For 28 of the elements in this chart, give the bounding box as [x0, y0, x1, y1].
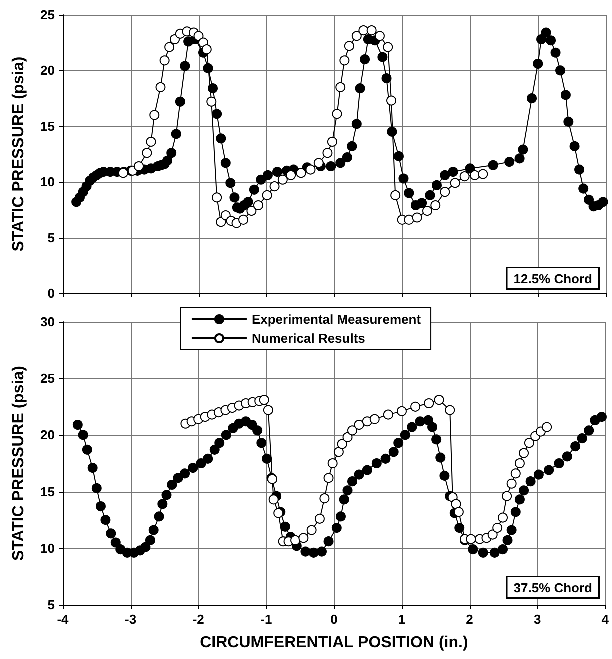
y-tick-label: 25 [40, 371, 55, 386]
annotation: 12.5% Chord [514, 272, 593, 286]
y-tick-label: 20 [40, 63, 55, 78]
x-tick-label: 1 [398, 612, 406, 627]
y-axis-title: STATIC PRESSURE (psia) [10, 56, 28, 252]
y-tick-label: 20 [40, 428, 55, 443]
x-tick-label: -2 [192, 612, 204, 627]
y-tick-label: 5 [48, 230, 55, 246]
x-tick-label: -4 [57, 612, 70, 627]
y-tick-label: 0 [48, 286, 55, 301]
x-tick-label: -1 [260, 612, 272, 627]
x-tick-label: -3 [125, 612, 137, 627]
y-axis-title: STATIC PRESSURE (psia) [10, 366, 28, 561]
y-tick-label: 30 [40, 314, 55, 330]
x-axis-title: CIRCUMFERENTIAL POSITION (in.) [200, 634, 468, 652]
y-tick-label: 15 [40, 484, 55, 500]
x-tick-label: 2 [466, 612, 474, 627]
x-tick-label: 4 [602, 612, 610, 627]
y-tick-label: 15 [40, 118, 55, 134]
x-tick-label: 3 [534, 612, 542, 627]
x-tick-label: 0 [330, 612, 338, 627]
y-tick-label: 10 [40, 174, 55, 190]
y-tick-label: 5 [48, 598, 55, 612]
annotation: 37.5% Chord [514, 580, 593, 596]
legend-label: Numerical Results [252, 331, 366, 346]
legend-label: Experimental Measurement [252, 312, 422, 327]
y-tick-label: 10 [40, 540, 55, 556]
y-tick-label: 25 [40, 8, 55, 22]
